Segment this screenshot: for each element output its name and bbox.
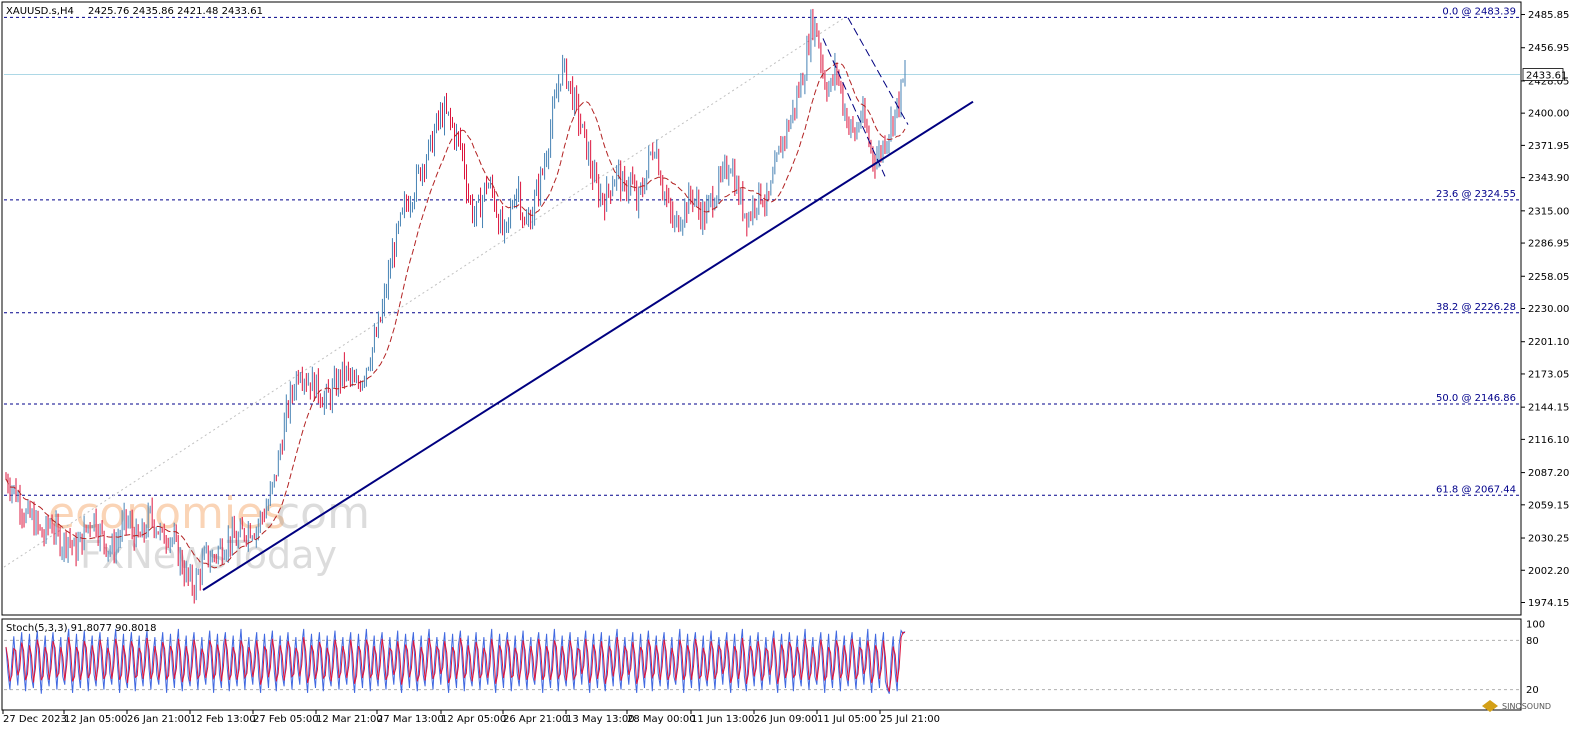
- x-tick-label: 11 Jun 13:00: [691, 714, 755, 725]
- trendlines: [202, 17, 974, 591]
- y-tick-label: 2002.20: [1528, 566, 1569, 577]
- fib-label: 61.8 @ 2067.44: [1436, 484, 1516, 495]
- moving-average: [5, 62, 906, 569]
- x-tick-label: 27 Feb 05:00: [253, 714, 319, 725]
- fib-base-line: [3, 16, 846, 568]
- fib-label: 0.0 @ 2483.39: [1442, 6, 1516, 17]
- x-tick-label: 26 Jan 21:00: [127, 714, 190, 725]
- channel-line-upper: [847, 17, 909, 125]
- stoch-main-line: [5, 628, 906, 694]
- stoch-signal-line: [5, 631, 906, 692]
- y-tick-label: 2230.00: [1528, 304, 1569, 315]
- channel-line-lower: [822, 38, 886, 177]
- brand-logo: SINOSOUND: [1482, 700, 1551, 712]
- y-tick-label: 2428.05: [1528, 76, 1569, 87]
- y-tick-label: 2059.15: [1528, 500, 1569, 511]
- x-tick-label: 13 May 13:00: [566, 714, 635, 725]
- candles: [5, 8, 906, 604]
- x-tick-label: 25 Jul 21:00: [880, 714, 940, 725]
- x-tick-label: 28 May 00:00: [627, 714, 696, 725]
- brand-name: SINOSOUND: [1502, 702, 1551, 711]
- x-tick-label: 12 Apr 05:00: [441, 714, 506, 725]
- fib-label: 50.0 @ 2146.86: [1436, 393, 1516, 404]
- main-trendline: [202, 100, 974, 591]
- moving-average-line: [5, 62, 906, 569]
- stochastic-oscillator: 20 80 100: [4, 620, 1545, 696]
- y-tick-label: 2030.25: [1528, 534, 1569, 545]
- x-tick-label: 12 Mar 21:00: [316, 714, 383, 725]
- y-tick-label: 2173.05: [1528, 369, 1569, 380]
- y-tick-label: 2116.10: [1528, 435, 1569, 446]
- x-tick-label: 11 Jul 05:00: [817, 714, 877, 725]
- x-tick-label: 12 Jan 05:00: [64, 714, 127, 725]
- x-tick-label: 12 Feb 13:00: [190, 714, 256, 725]
- stoch-level-label: 100: [1526, 620, 1545, 631]
- y-tick-label: 2343.90: [1528, 173, 1569, 184]
- y-tick-label: 2400.00: [1528, 109, 1569, 120]
- x-tick-label: 26 Apr 21:00: [503, 714, 568, 725]
- stoch-level-label: 20: [1526, 685, 1539, 696]
- x-tick-label: 27 Dec 2023: [3, 714, 67, 725]
- y-tick-label: 1974.15: [1528, 598, 1569, 609]
- stoch-label: Stoch(5,3,3) 91.8077 90.8018: [6, 623, 157, 634]
- ohlc-label: 2425.76 2435.86 2421.48 2433.61: [88, 6, 263, 17]
- x-tick-label: 27 Mar 13:00: [377, 714, 444, 725]
- y-tick-label: 2371.95: [1528, 141, 1569, 152]
- y-tick-label: 2485.85: [1528, 10, 1569, 21]
- y-tick-label: 2258.05: [1528, 272, 1569, 283]
- price-axis: 2485.85 2456.95 2428.05 2400.00 2371.95 2343.…: [1521, 10, 1569, 609]
- current-price-tag: 2433.61: [1522, 68, 1567, 82]
- fib-label: 23.6 @ 2324.55: [1436, 189, 1516, 200]
- stoch-level-label: 80: [1526, 636, 1539, 647]
- symbol-label: XAUUSD.s,H4: [6, 6, 74, 17]
- current-price-value: 2433.61: [1526, 71, 1567, 82]
- x-tick-label: 26 Jun 09:00: [754, 714, 818, 725]
- y-tick-label: 2201.10: [1528, 337, 1569, 348]
- fibonacci-levels: 0.0 @ 2483.39 23.6 @ 2324.55 38.2 @ 2226.2…: [4, 6, 1520, 496]
- y-tick-label: 2087.20: [1528, 468, 1569, 479]
- y-tick-label: 2315.00: [1528, 206, 1569, 217]
- y-tick-label: 2286.95: [1528, 239, 1569, 250]
- stoch-plot-frame: [1, 618, 1522, 711]
- y-tick-label: 2144.15: [1528, 403, 1569, 414]
- y-tick-label: 2456.95: [1528, 43, 1569, 54]
- brand-diamond-icon: [1482, 700, 1498, 712]
- guide-lines: [3, 16, 1520, 568]
- fib-label: 38.2 @ 2226.28: [1436, 302, 1516, 313]
